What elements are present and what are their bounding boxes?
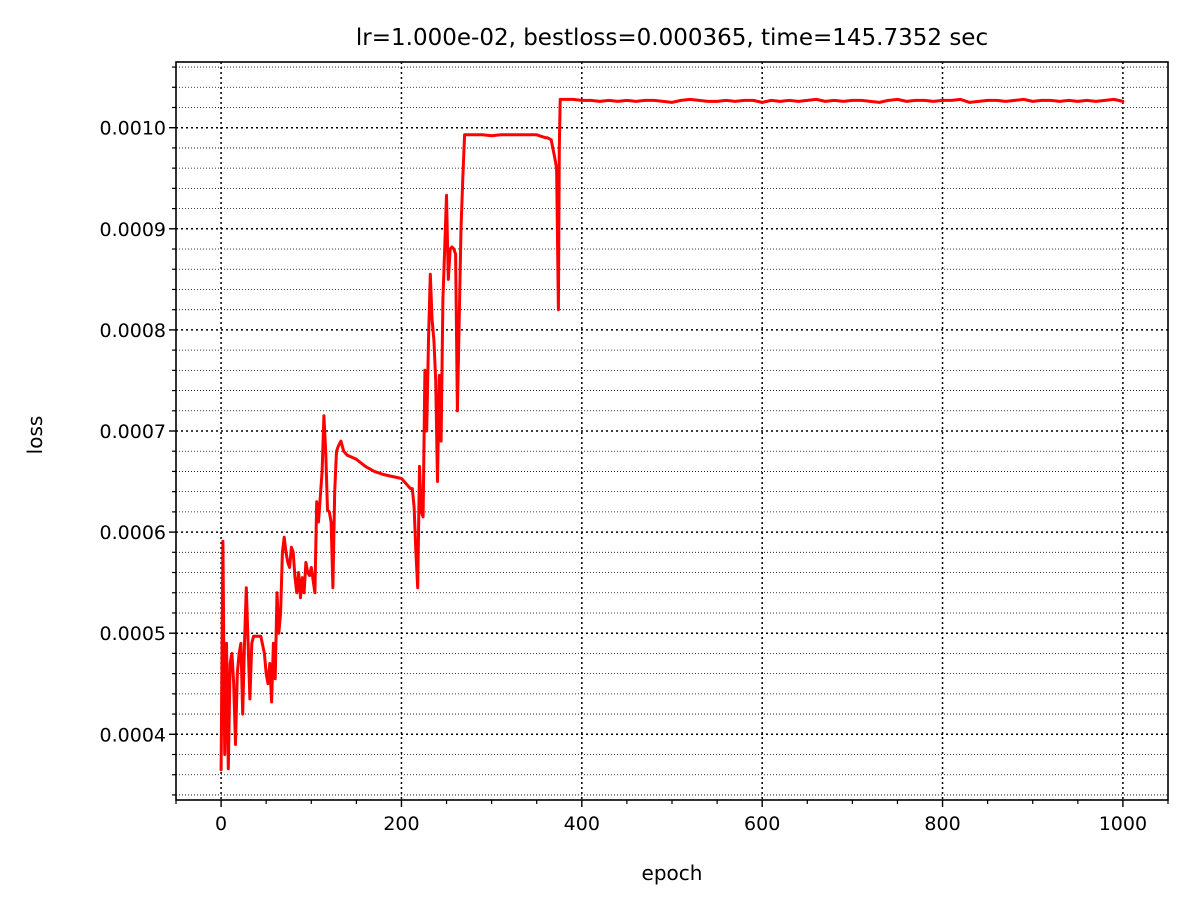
x-tick-label: 200 [383,813,419,835]
x-tick-label: 800 [924,813,960,835]
axis-ticks: 0.0004 0.0005 0.0006 0.0007 0.0008 0.0009 0.00… [100,66,1169,835]
y-tick-label: 0.0004 [100,724,166,746]
y-axis-label: loss [23,416,47,455]
y-tick-label: 0.0008 [100,320,166,342]
loss-series-line [219,97,1125,772]
x-tick-label: 0 [215,813,227,835]
y-tick-label: 0.0007 [100,421,166,443]
x-tick-label: 600 [744,813,780,835]
y-tick-label: 0.0005 [100,623,166,645]
chart-title: lr=1.000e-02, bestloss=0.000365, time=14… [356,25,988,51]
y-tick-label: 0.0006 [100,522,166,544]
series-layer [219,97,1125,772]
x-axis-label: epoch [642,861,703,885]
y-tick-label: 0.0010 [100,118,166,140]
grid [176,62,1168,800]
x-tick-label: 1000 [1099,813,1147,835]
y-tick-label: 0.0009 [100,219,166,241]
x-tick-label: 400 [564,813,600,835]
